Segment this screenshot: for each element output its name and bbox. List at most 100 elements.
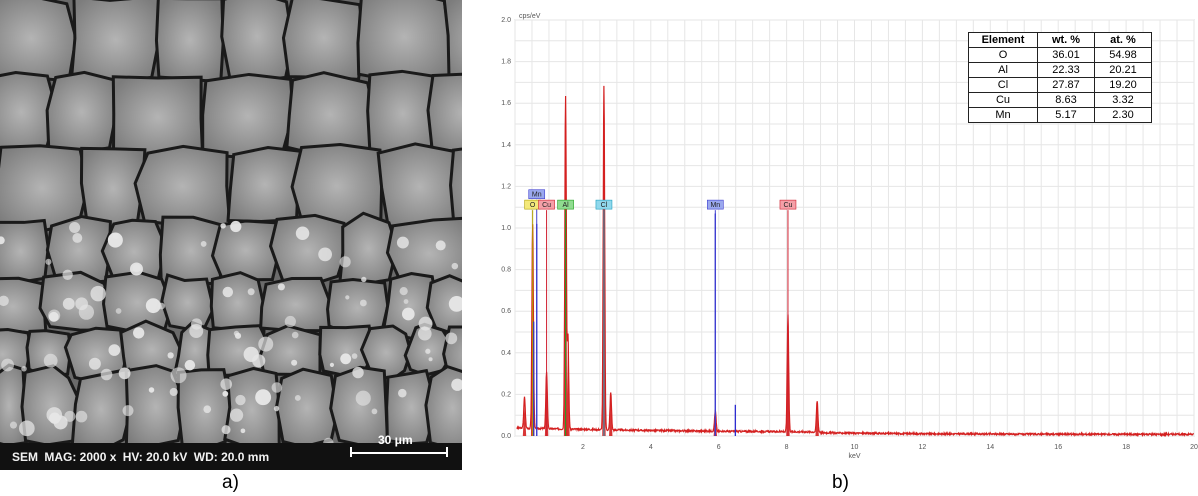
particle [400, 287, 408, 295]
table-row: Mn 5.17 2.30 [969, 108, 1152, 123]
crack-plate [283, 0, 364, 79]
particle [19, 420, 35, 436]
table-cell: Cl [969, 78, 1038, 93]
particle [436, 240, 446, 250]
particle [222, 425, 231, 434]
particle [402, 308, 415, 321]
particle [360, 300, 367, 307]
particle [398, 389, 407, 398]
crack-plate [222, 0, 293, 81]
particle [244, 347, 259, 362]
element-marker-label: Cu [542, 202, 551, 209]
crack-plate [287, 73, 374, 157]
particle [130, 262, 143, 275]
particle [425, 349, 430, 354]
particle [167, 352, 173, 358]
particle [356, 391, 371, 406]
particle [452, 263, 459, 270]
particle [109, 344, 121, 356]
particle [201, 241, 207, 247]
table-cell: Al [969, 63, 1038, 78]
crack-plate [0, 221, 48, 283]
crack-plate [162, 275, 214, 330]
particle [318, 248, 332, 262]
particle [203, 405, 211, 413]
particle [404, 299, 409, 304]
particle [222, 391, 228, 397]
scale-bar [350, 452, 448, 454]
x-tick-label: 20 [1190, 444, 1198, 451]
crack-plate [428, 73, 462, 152]
element-marker-label: Mn [532, 192, 542, 199]
crack-plate [203, 74, 293, 157]
scale-bar-tick-left [350, 447, 352, 457]
particle [72, 233, 82, 243]
sem-mag: MAG: 2000 x [44, 450, 116, 464]
crack-plate [271, 215, 345, 286]
particle [258, 337, 273, 352]
particle [89, 358, 101, 370]
element-marker-label: Cu [783, 202, 792, 209]
y-tick-label: 0.0 [501, 433, 511, 440]
x-tick-label: 18 [1122, 444, 1130, 451]
table-cell: Cu [969, 93, 1038, 108]
particle [429, 357, 433, 361]
particle [220, 223, 225, 228]
table-header-row: Element wt. % at. % [969, 33, 1152, 48]
particle [296, 227, 309, 240]
particle [230, 221, 241, 232]
x-tick-label: 4 [649, 444, 653, 451]
particle [445, 332, 457, 344]
sem-hv: HV: 20.0 kV [123, 450, 188, 464]
particle [291, 360, 297, 366]
particle [248, 288, 255, 295]
particle [223, 287, 234, 298]
table-cell: 54.98 [1095, 48, 1152, 63]
crack-plate [378, 144, 461, 230]
particle [189, 324, 203, 338]
particle [272, 382, 283, 393]
table-cell: 22.33 [1038, 63, 1095, 78]
particle [90, 286, 106, 302]
crack-plate [228, 147, 302, 221]
particle [146, 298, 161, 313]
x-tick-label: 12 [919, 444, 927, 451]
table-cell: 20.21 [1095, 63, 1152, 78]
y-tick-label: 1.6 [501, 100, 511, 107]
y-tick-label: 0.4 [501, 350, 511, 357]
particle [285, 316, 296, 327]
y-tick-label: 0.8 [501, 267, 511, 274]
particle [76, 411, 88, 423]
particle [230, 409, 243, 422]
particle [123, 405, 134, 416]
sem-micrograph: SEM MAG: 2000 x HV: 20.0 kV WD: 20.0 mm … [0, 0, 462, 470]
table-cell: 19.20 [1095, 78, 1152, 93]
table-cell: 5.17 [1038, 108, 1095, 123]
crack-plate [331, 367, 388, 443]
table-header-wt: wt. % [1038, 33, 1095, 48]
table-row: O 36.01 54.98 [969, 48, 1152, 63]
particle [185, 360, 196, 371]
table-row: Cl 27.87 19.20 [969, 78, 1152, 93]
particle [79, 305, 94, 320]
particle [295, 395, 301, 401]
caption-b: b) [832, 472, 849, 494]
element-marker-label: Al [562, 202, 569, 209]
crack-plate [135, 146, 230, 226]
y-tick-label: 1.8 [501, 59, 511, 66]
particle [63, 298, 75, 310]
crack-plate [156, 0, 223, 82]
sem-image [0, 0, 462, 443]
particle [119, 367, 131, 379]
scale-bar-label: 30 μm [378, 433, 413, 447]
element-marker-label: Mn [710, 202, 720, 209]
particle [372, 409, 378, 415]
element-marker-label: Cl [601, 202, 608, 209]
sem-info-bar: SEM MAG: 2000 x HV: 20.0 kV WD: 20.0 mm … [0, 443, 462, 470]
particle [69, 222, 80, 233]
table-cell: 36.01 [1038, 48, 1095, 63]
particle [220, 378, 232, 390]
particle [133, 327, 144, 338]
eds-spectrum-panel: cps/eV keV 0.0 0.2 0.4 0.6 0.8 1.0 1.2 1.4 1.6 1.8 2… [480, 0, 1198, 470]
crack-plate [225, 368, 279, 443]
